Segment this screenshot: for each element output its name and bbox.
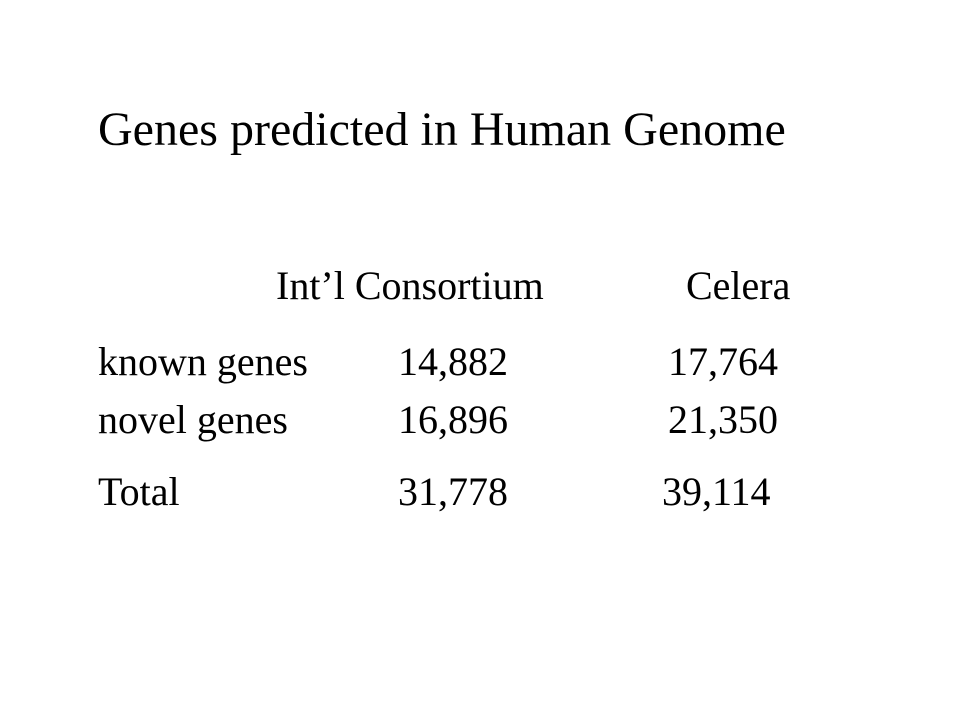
row-label-novel-genes: novel genes xyxy=(98,397,288,442)
column-header-celera: Celera xyxy=(686,263,791,308)
cell-celera-known-genes: 17,764 xyxy=(668,339,778,384)
row-label-known-genes: known genes xyxy=(98,339,308,384)
cell-intl-total: 31,778 xyxy=(398,469,508,514)
row-label-total: Total xyxy=(98,469,180,514)
column-header-intl-consortium: Int’l Consortium xyxy=(276,263,544,308)
cell-intl-novel-genes: 16,896 xyxy=(398,397,508,442)
slide-title: Genes predicted in Human Genome xyxy=(98,103,786,156)
cell-celera-total: 39,114 xyxy=(662,469,771,514)
cell-intl-known-genes: 14,882 xyxy=(398,339,508,384)
cell-celera-novel-genes: 21,350 xyxy=(668,397,778,442)
